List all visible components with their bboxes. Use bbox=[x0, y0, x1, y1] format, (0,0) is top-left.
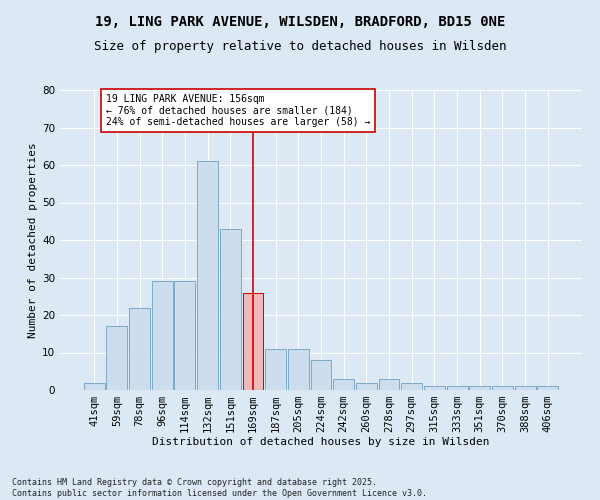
Bar bbox=[515, 386, 536, 390]
Bar bbox=[311, 360, 331, 390]
Bar bbox=[379, 379, 400, 390]
Bar bbox=[446, 386, 467, 390]
Text: Size of property relative to detached houses in Wilsden: Size of property relative to detached ho… bbox=[94, 40, 506, 53]
Bar bbox=[265, 349, 286, 390]
Text: 19 LING PARK AVENUE: 156sqm
← 76% of detached houses are smaller (184)
24% of se: 19 LING PARK AVENUE: 156sqm ← 76% of det… bbox=[106, 94, 370, 127]
Bar bbox=[492, 386, 513, 390]
Bar bbox=[333, 379, 354, 390]
Bar bbox=[106, 326, 127, 390]
Text: 19, LING PARK AVENUE, WILSDEN, BRADFORD, BD15 0NE: 19, LING PARK AVENUE, WILSDEN, BRADFORD,… bbox=[95, 15, 505, 29]
Bar bbox=[469, 386, 490, 390]
Bar bbox=[197, 161, 218, 390]
Bar bbox=[220, 229, 241, 390]
Bar bbox=[288, 349, 309, 390]
Bar bbox=[356, 382, 377, 390]
Bar bbox=[84, 382, 104, 390]
Bar bbox=[152, 281, 173, 390]
Bar bbox=[401, 382, 422, 390]
Bar bbox=[538, 386, 558, 390]
X-axis label: Distribution of detached houses by size in Wilsden: Distribution of detached houses by size … bbox=[152, 436, 490, 446]
Bar bbox=[175, 281, 196, 390]
Y-axis label: Number of detached properties: Number of detached properties bbox=[28, 142, 38, 338]
Bar bbox=[129, 308, 150, 390]
Bar bbox=[242, 292, 263, 390]
Text: Contains HM Land Registry data © Crown copyright and database right 2025.
Contai: Contains HM Land Registry data © Crown c… bbox=[12, 478, 427, 498]
Bar bbox=[424, 386, 445, 390]
